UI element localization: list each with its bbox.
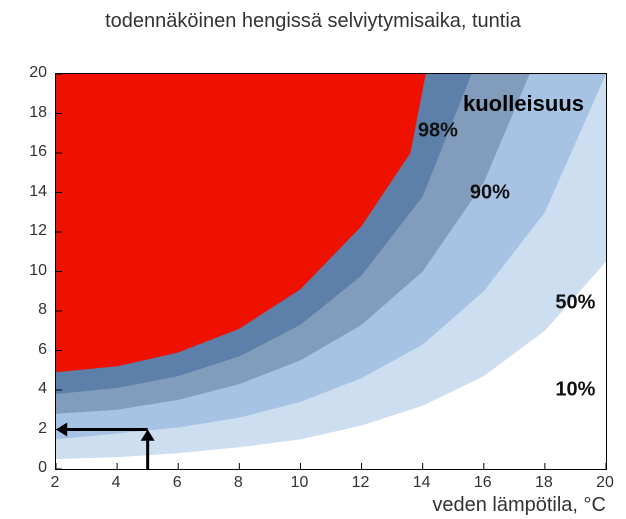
y-tick-label: 12: [17, 222, 47, 240]
x-tick-label: 12: [352, 474, 370, 492]
x-tick-label: 4: [112, 474, 121, 492]
x-tick-label: 2: [51, 474, 60, 492]
x-tick-label: 16: [474, 474, 492, 492]
y-tick-label: 6: [17, 341, 47, 359]
x-axis-label: veden lämpötila, °C: [432, 494, 606, 517]
band-98-label: 98%: [418, 120, 458, 143]
chart-title: todennäköinen hengissä selviytymisaika, …: [10, 10, 616, 33]
y-tick-label: 16: [17, 143, 47, 161]
y-tick-label: 14: [17, 183, 47, 201]
x-tick-label: 6: [173, 474, 182, 492]
y-tick-label: 20: [17, 64, 47, 82]
plot-area: 10%50%90%98%kuolleisuus02468101214161820…: [10, 38, 616, 519]
y-tick-label: 8: [17, 301, 47, 319]
plot-region: 10% 50% 90% 98%kuolleisuus: [55, 73, 607, 470]
y-tick-label: 10: [17, 262, 47, 280]
band-50-label: 50%: [555, 292, 595, 315]
x-tick-label: 14: [413, 474, 431, 492]
x-tick-label: 10: [291, 474, 309, 492]
y-tick-label: 4: [17, 380, 47, 398]
survival-chart: todennäköinen hengissä selviytymisaika, …: [10, 10, 616, 491]
band-10-label: 10%: [555, 379, 595, 402]
y-tick-label: 2: [17, 420, 47, 438]
x-tick-label: 8: [234, 474, 243, 492]
x-tick-label: 20: [596, 474, 614, 492]
band-90-label: 90%: [470, 181, 510, 204]
x-tick-label: 18: [535, 474, 553, 492]
bands-svg: [56, 74, 606, 469]
band-title: kuolleisuus: [463, 91, 584, 117]
y-tick-label: 18: [17, 104, 47, 122]
y-tick-label: 0: [17, 459, 47, 477]
